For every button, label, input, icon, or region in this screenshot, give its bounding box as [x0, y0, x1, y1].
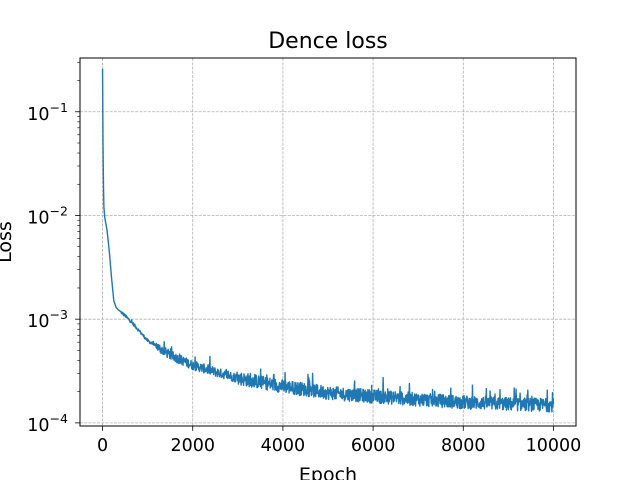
- y-tick-label: 10−2: [27, 203, 68, 228]
- y-tick-exponent: −1: [50, 100, 68, 115]
- y-tick-label: 10−3: [27, 307, 68, 332]
- y-tick-exponent: −4: [50, 411, 68, 426]
- x-tick-label: 0: [97, 436, 108, 456]
- y-tick-base: 10: [27, 208, 49, 228]
- series-layer: [101, 68, 555, 413]
- y-tick-base: 10: [27, 312, 49, 332]
- x-tick-label: 8000: [441, 436, 486, 456]
- x-tick-label: 10000: [526, 436, 582, 456]
- x-axis-label: Epoch: [299, 464, 357, 480]
- loss-series-line: [101, 68, 555, 413]
- x-tick-label: 2000: [170, 436, 215, 456]
- plot-frame: [79, 57, 577, 427]
- y-tick-exponent: −3: [50, 307, 68, 322]
- x-tick-label: 6000: [351, 436, 396, 456]
- y-axis-label: Loss: [0, 221, 16, 263]
- chart-title: Dence loss: [268, 29, 388, 54]
- y-tick-label: 10−1: [27, 100, 68, 125]
- y-tick-label: 10−4: [27, 411, 68, 436]
- y-tick-base: 10: [27, 105, 49, 125]
- grid: [80, 58, 576, 426]
- x-tick-label: 4000: [261, 436, 306, 456]
- y-tick-base: 10: [27, 416, 49, 436]
- y-tick-exponent: −2: [50, 203, 68, 218]
